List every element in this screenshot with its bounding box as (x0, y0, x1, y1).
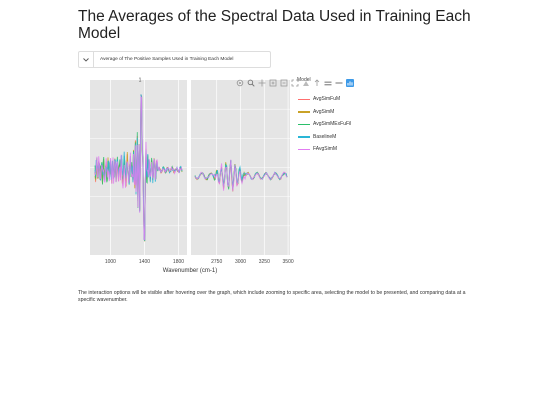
interaction-note: The interaction options will be visible … (78, 290, 466, 304)
spectra-chart[interactable]: 1 1000 1400 1800 2750 3000 3250 3500 Wavenumbe… (84, 72, 374, 280)
compare-hover-icon[interactable] (324, 74, 332, 86)
spike-lines-icon[interactable] (313, 74, 321, 86)
chart-selector-dropdown[interactable]: Average of The Positive Samples Used in … (78, 51, 271, 68)
legend-item-favgsimm[interactable]: FAvgSimM (298, 143, 351, 156)
legend-swatch (298, 148, 310, 150)
panel-label: 1 (139, 78, 142, 84)
series-line-FAvgSimM (94, 95, 183, 241)
camera-icon[interactable] (236, 74, 244, 87)
chevron-down-icon[interactable] (79, 52, 94, 67)
legend-label: AvgSimMExFuFil (313, 121, 352, 128)
legend-item-avgsimm[interactable]: AvgSimM (298, 106, 351, 119)
panel-1-series (94, 93, 183, 242)
x-tick-label: 3000 (235, 259, 246, 265)
legend-swatch (298, 123, 310, 125)
x-tick-label: 1000 (105, 259, 116, 265)
plotly-logo-icon[interactable] (346, 74, 354, 87)
page-title: The Averages of the Spectral Data Used i… (78, 8, 471, 42)
legend-swatch (298, 98, 310, 100)
legend-item-baselinem[interactable]: BaselineM (298, 131, 351, 144)
legend-item-avgsimfum[interactable]: AvgSimFuM (298, 93, 351, 106)
closest-hover-icon[interactable] (335, 74, 343, 84)
pan-icon[interactable] (258, 74, 266, 87)
x-tick-label: 2750 (211, 259, 222, 265)
legend-swatch (298, 136, 310, 138)
legend-swatch (298, 111, 310, 113)
x-tick-label: 3500 (283, 259, 294, 265)
series-line-FAvgSimM (194, 159, 288, 192)
x-tick-label: 1400 (139, 259, 150, 265)
x-tick-label: 3250 (259, 259, 270, 265)
x-tick-labels: 1000 1400 1800 2750 3000 3250 3500 (105, 259, 294, 265)
legend-label: BaselineM (313, 133, 337, 140)
zoom-icon[interactable] (247, 74, 255, 87)
legend-label: FAvgSimM (313, 146, 338, 153)
legend-title: Model (297, 77, 311, 83)
legend-label: AvgSimFuM (313, 96, 341, 103)
panel-2-series (194, 159, 288, 192)
autoscale-icon[interactable] (291, 74, 299, 87)
dropdown-selected-value: Average of The Positive Samples Used in … (100, 57, 234, 62)
chart-legend: AvgSimFuM AvgSimM AvgSimMExFuFil Baselin… (298, 93, 351, 156)
legend-label: AvgSimM (313, 108, 335, 115)
legend-item-avgsimmexfufil[interactable]: AvgSimMExFuFil (298, 118, 351, 131)
modebar (236, 74, 354, 87)
zoom-out-icon[interactable] (280, 74, 288, 87)
reset-axes-icon[interactable] (302, 74, 310, 86)
zoom-in-icon[interactable] (269, 74, 277, 87)
panel-2-gridlines (191, 80, 290, 255)
x-tick-label: 1800 (173, 259, 184, 265)
x-axis-label: Wavenumber (cm-1) (163, 268, 217, 274)
